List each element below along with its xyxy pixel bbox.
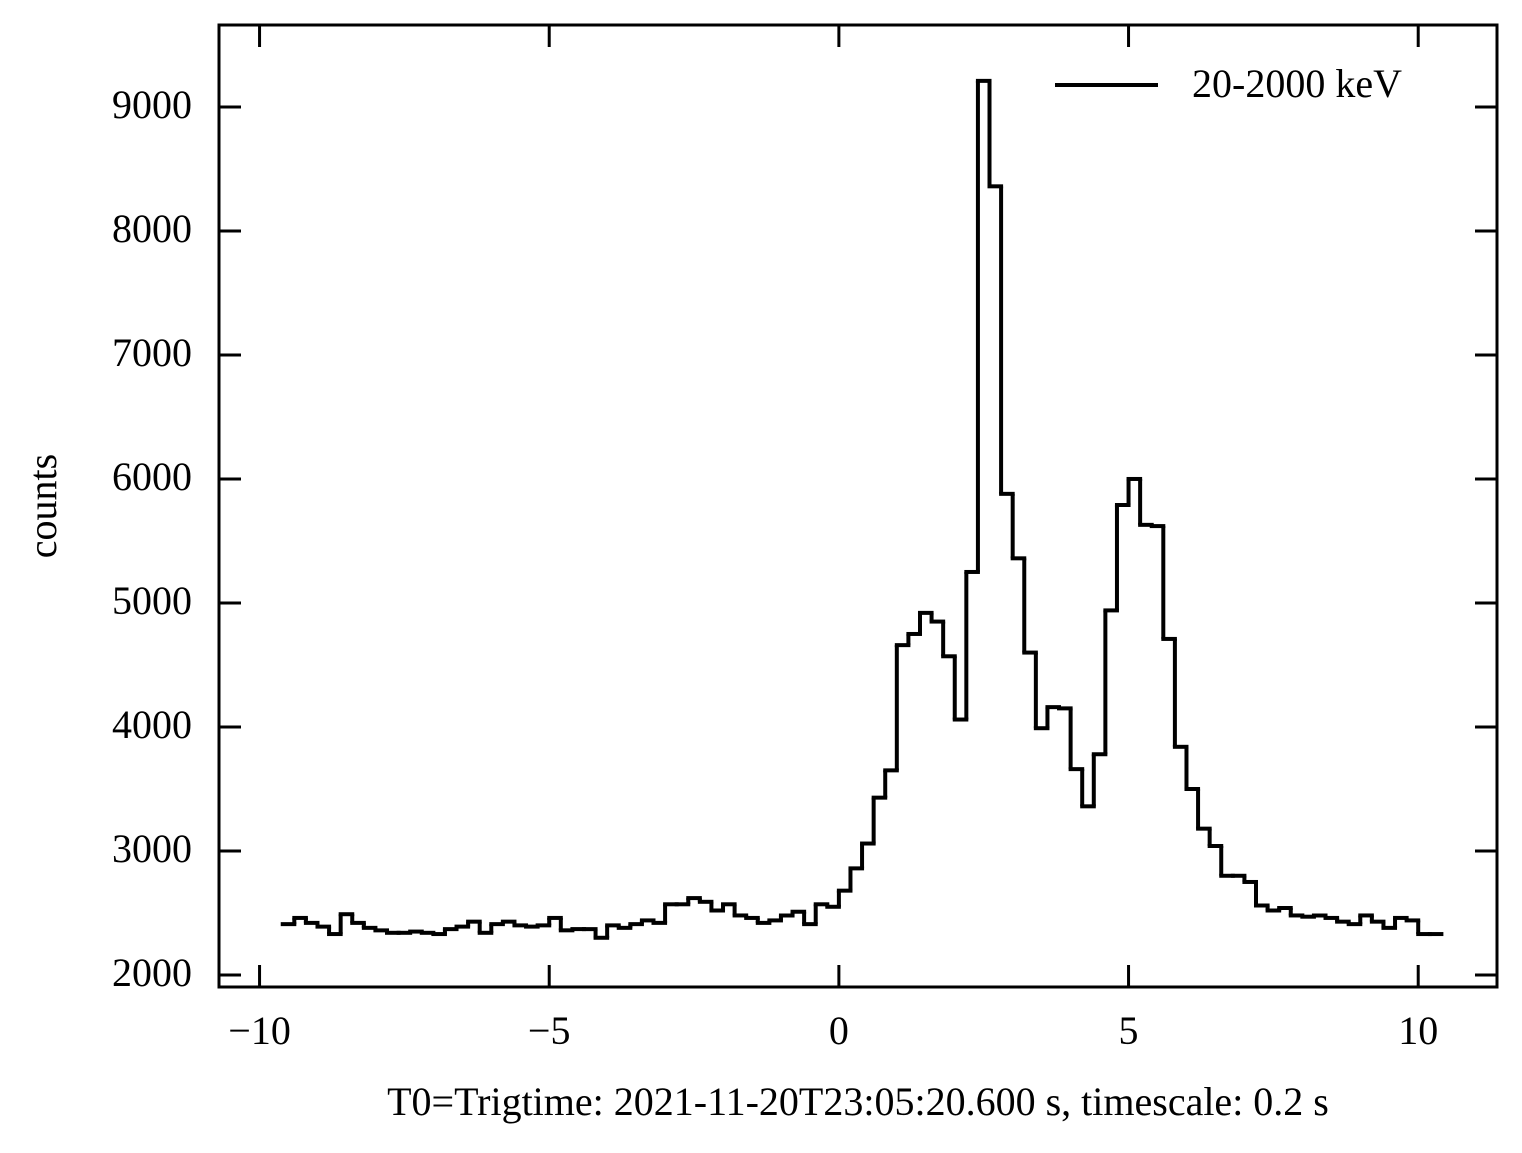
- y-tick-label: 6000: [112, 454, 192, 499]
- x-tick-label: 10: [1398, 1008, 1438, 1053]
- y-tick-label: 7000: [112, 330, 192, 375]
- x-tick-label: 5: [1119, 1008, 1139, 1053]
- x-axis-label: T0=Trigtime: 2021-11-20T23:05:20.600 s, …: [387, 1079, 1329, 1124]
- y-axis-label: counts: [20, 454, 65, 558]
- y-tick-label: 5000: [112, 578, 192, 623]
- x-tick-label: −10: [228, 1008, 291, 1053]
- y-tick-label: 4000: [112, 702, 192, 747]
- y-tick-label: 3000: [112, 826, 192, 871]
- x-tick-label: −5: [528, 1008, 571, 1053]
- x-tick-label: 0: [829, 1008, 849, 1053]
- legend-label: 20-2000 keV: [1192, 61, 1402, 106]
- y-tick-label: 2000: [112, 950, 192, 995]
- y-tick-label: 9000: [112, 82, 192, 127]
- y-tick-label: 8000: [112, 206, 192, 251]
- plot-frame: [217, 23, 1499, 989]
